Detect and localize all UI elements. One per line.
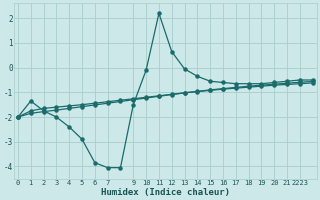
X-axis label: Humidex (Indice chaleur): Humidex (Indice chaleur) (101, 188, 230, 197)
